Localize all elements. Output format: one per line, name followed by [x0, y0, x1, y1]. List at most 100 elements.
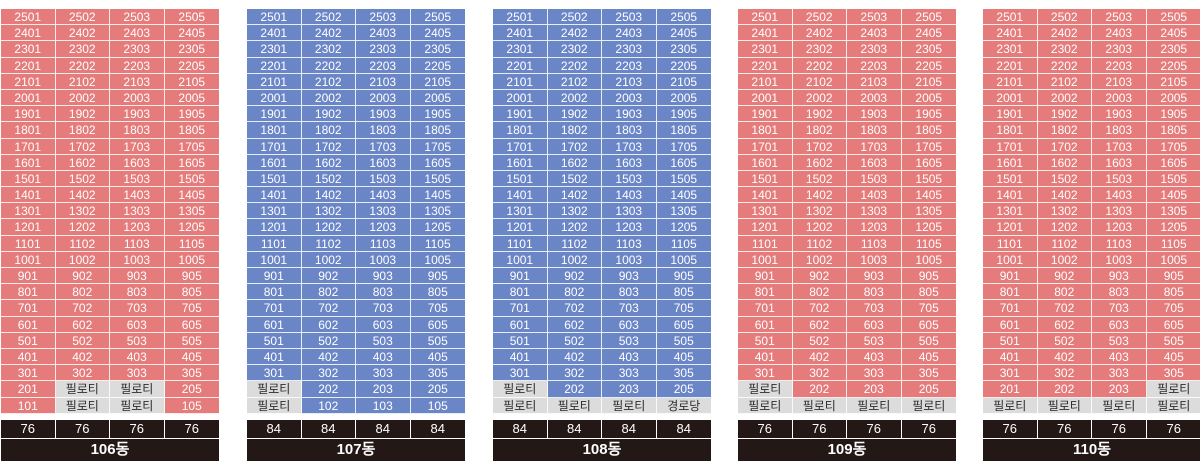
pilotis-cell: 필로티: [1092, 397, 1147, 414]
unit-cell: 2203: [602, 57, 657, 74]
unit-cell: 1105: [901, 235, 956, 252]
unit-cell: 1801: [247, 122, 302, 139]
building-2: 2501 2502 2503 2505 2401 2402 2403 2405 2301 2302…: [493, 9, 711, 461]
unit-cell: 805: [164, 284, 219, 301]
unit-cell: 2201: [493, 57, 548, 74]
unit-cell: 1705: [1146, 138, 1200, 155]
unit-cell: 405: [901, 348, 956, 366]
unit-cell: 1903: [356, 106, 411, 123]
unit-cell: 1905: [410, 106, 465, 123]
unit-cell: 305: [164, 365, 219, 382]
unit-cell: 203: [356, 381, 411, 398]
unit-cell: 202: [1037, 381, 1092, 398]
unit-cell: 2501: [1, 9, 56, 26]
unit-cell: 2102: [301, 73, 356, 90]
unit-cell: 502: [547, 332, 602, 349]
pilotis-cell: 필로티: [847, 397, 902, 414]
unit-cell: 1602: [301, 154, 356, 171]
unit-cell: 2105: [164, 73, 219, 90]
unit-cell: 2302: [1037, 41, 1092, 58]
unit-cell: 901: [738, 268, 793, 285]
unit-cell: 2101: [247, 73, 302, 90]
unit-cell: 305: [410, 365, 465, 382]
unit-cell: 2501: [983, 9, 1038, 26]
unit-cell: 803: [847, 284, 902, 301]
unit-cell: 1502: [792, 170, 847, 188]
unit-cell: 1503: [110, 170, 165, 188]
unit-cell: 2201: [1, 57, 56, 74]
unit-cell: 405: [410, 348, 465, 366]
unit-cell: 305: [1146, 365, 1200, 382]
unit-cell: 401: [493, 348, 548, 366]
unit-cell: 1303: [602, 203, 657, 220]
unit-cell: 403: [110, 348, 165, 366]
unit-cell: 203: [602, 381, 657, 398]
unit-cell: 1302: [1037, 203, 1092, 220]
unit-size-label: 76: [738, 419, 793, 438]
unit-cell: 2102: [547, 73, 602, 90]
unit-cell: 1801: [738, 122, 793, 139]
unit-cell: 801: [1, 284, 56, 301]
unit-cell: 1602: [1037, 154, 1092, 171]
building-name: 106동: [90, 440, 130, 458]
building-footer: 84 84 84 84 107동: [247, 419, 465, 461]
unit-cell: 1202: [547, 219, 602, 236]
unit-cell: 901: [493, 268, 548, 285]
unit-cell: 705: [164, 300, 219, 317]
pilotis-cell: 필로티: [1146, 397, 1200, 414]
unit-cell: 1401: [1, 187, 56, 204]
pilotis-cell: 필로티: [493, 381, 548, 398]
unit-cell: 1803: [847, 122, 902, 139]
unit-cell: 2505: [656, 9, 711, 26]
unit-cell: 1802: [55, 122, 110, 139]
unit-cell: 1103: [847, 235, 902, 252]
unit-cell: 1503: [356, 170, 411, 188]
unit-cell: 2501: [247, 9, 302, 26]
unit-cell: 505: [1146, 332, 1200, 349]
unit-cell: 703: [1092, 300, 1147, 317]
unit-cell: 2103: [847, 73, 902, 90]
unit-cell: 705: [901, 300, 956, 317]
pilotis-cell: 필로티: [738, 381, 793, 398]
unit-cell: 505: [901, 332, 956, 349]
unit-cell: 905: [164, 268, 219, 285]
unit-cell: 2401: [1, 25, 56, 42]
unit-cell: 605: [901, 316, 956, 333]
unit-cell: 1305: [656, 203, 711, 220]
unit-cell: 2502: [547, 9, 602, 26]
unit-cell: 1701: [493, 138, 548, 155]
unit-cell: 2105: [410, 73, 465, 90]
unit-cell: 303: [356, 365, 411, 382]
unit-cell: 1803: [602, 122, 657, 139]
unit-cell: 1701: [983, 138, 1038, 155]
unit-cell: 905: [1146, 268, 1200, 285]
unit-size-label: 84: [430, 420, 445, 436]
unit-cell: 2205: [901, 57, 956, 74]
unit-cell: 2302: [55, 41, 110, 58]
pilotis-cell: 필로티: [1037, 397, 1092, 414]
unit-size-label: 76: [921, 420, 936, 436]
unit-cell: 2503: [356, 9, 411, 26]
unit-cell: 1505: [656, 170, 711, 188]
unit-cell: 901: [983, 268, 1038, 285]
unit-cell: 2502: [55, 9, 110, 26]
unit-cell: 1103: [356, 235, 411, 252]
pilotis-cell: 필로티: [247, 381, 302, 398]
unit-cell: 1603: [1092, 154, 1147, 171]
unit-size-label: 76: [1038, 419, 1092, 438]
unit-cell: 905: [410, 268, 465, 285]
unit-cell: 2401: [247, 25, 302, 42]
unit-cell: 1202: [1037, 219, 1092, 236]
unit-cell: 501: [493, 332, 548, 349]
unit-cell: 601: [983, 316, 1038, 333]
unit-cell: 1203: [847, 219, 902, 236]
unit-cell: 2405: [164, 25, 219, 42]
pilotis-cell: 필로티: [110, 397, 165, 414]
unit-cell: 1205: [656, 219, 711, 236]
unit-cell: 601: [738, 316, 793, 333]
unit-cell: 1103: [1092, 235, 1147, 252]
unit-cell: 803: [1092, 284, 1147, 301]
unit-grid: 2501 2502 2503 2505 2401 2402 2403 2405 2301 2302…: [1, 9, 219, 414]
unit-cell: 2403: [602, 25, 657, 42]
unit-cell: 802: [792, 284, 847, 301]
